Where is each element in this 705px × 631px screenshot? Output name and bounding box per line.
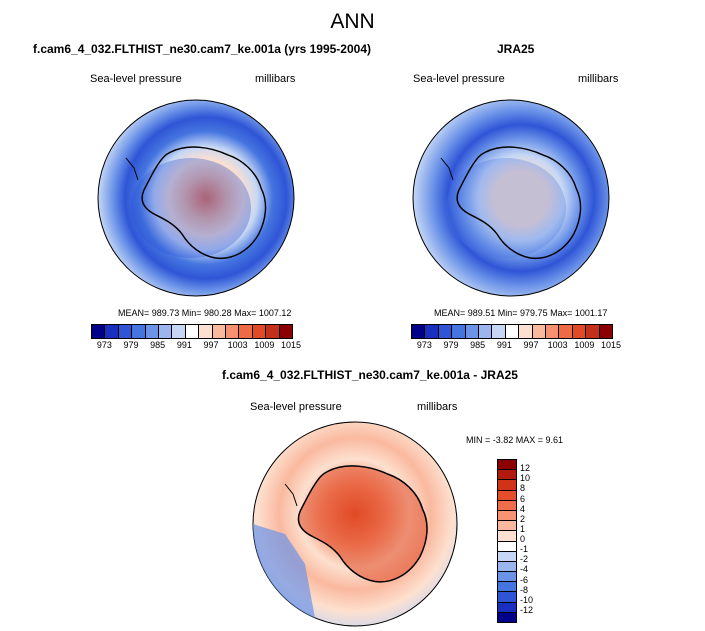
colorbar-tick-label: 979: [123, 340, 139, 350]
colorbar-tick-label: 997: [523, 340, 539, 350]
panel3-stats: MIN = -3.82 MAX = 9.61: [466, 435, 564, 445]
colorbar-swatch: [145, 325, 160, 338]
colorbar-swatch: [465, 325, 480, 338]
colorbar-tick-label: 985: [150, 340, 166, 350]
colorbar-swatch: [498, 510, 516, 522]
colorbar-tick-label: 1009: [574, 340, 595, 350]
panel2-colorbar: [411, 324, 613, 339]
colorbar-swatch: [132, 325, 146, 338]
panel3-colorbar: [497, 459, 517, 623]
colorbar-tick-label: 1003: [547, 340, 568, 350]
colorbar-swatch: [226, 325, 240, 338]
colorbar-swatch: [92, 325, 106, 338]
panel1-colorbar: [91, 324, 293, 339]
panel1-units: millibars: [255, 73, 296, 85]
colorbar-tick-label: 991: [496, 340, 512, 350]
colorbar-swatch: [572, 325, 587, 338]
colorbar-tick-label: 991: [176, 340, 192, 350]
colorbar-swatch: [252, 325, 267, 338]
colorbar-swatch: [479, 325, 493, 338]
colorbar-tick-label: 0: [520, 534, 526, 544]
colorbar-tick-label: 6: [520, 493, 526, 504]
colorbar-swatch: [498, 541, 516, 552]
colorbar-swatch: [172, 325, 186, 338]
colorbar-tick-label: 1: [520, 523, 526, 534]
colorbar-swatch: [185, 325, 200, 338]
colorbar-swatch: [266, 325, 280, 338]
colorbar-tick-label: -6: [520, 574, 529, 585]
colorbar-swatch: [452, 325, 466, 338]
colorbar-swatch: [586, 325, 600, 338]
colorbar-tick-label: 1003: [227, 340, 248, 350]
colorbar-swatch: [438, 325, 453, 338]
colorbar-tick-label: -1: [520, 544, 529, 555]
colorbar-swatch: [498, 521, 516, 532]
colorbar-tick-label: 985: [470, 340, 486, 350]
panel1-variable: Sea-level pressure: [90, 73, 182, 85]
colorbar-swatch: [105, 325, 119, 338]
colorbar-swatch: [492, 325, 506, 338]
colorbar-swatch: [599, 325, 613, 338]
colorbar-swatch: [559, 325, 573, 338]
colorbar-tick-label: 12: [520, 463, 531, 474]
colorbar-tick-label: 1015: [280, 340, 302, 350]
colorbar-swatch: [498, 480, 516, 491]
colorbar-tick-label: -2: [520, 554, 529, 565]
colorbar-swatch: [159, 325, 173, 338]
colorbar-swatch: [498, 490, 516, 501]
colorbar-swatch: [498, 470, 516, 481]
panel3-polar-map: [252, 421, 458, 627]
colorbar-swatch: [199, 325, 213, 338]
colorbar-swatch: [498, 551, 516, 562]
panel2-stats: MEAN= 989.51 Min= 979.75 Max= 1001.17: [434, 308, 608, 318]
colorbar-tick-label: 997: [203, 340, 219, 350]
panel3-variable: Sea-level pressure: [250, 401, 342, 413]
colorbar-swatch: [118, 325, 133, 338]
colorbar-tick-label: 973: [96, 340, 112, 350]
colorbar-tick-label: 979: [443, 340, 459, 350]
panel1-colorbar-labels: 973 979 985 991 997 1003 1009 1015: [91, 340, 301, 352]
panel3-units: millibars: [417, 401, 458, 413]
colorbar-tick-label: 2: [520, 513, 526, 524]
colorbar-tick-label: 10: [520, 473, 531, 484]
colorbar-swatch: [505, 325, 520, 338]
colorbar-swatch: [498, 612, 516, 622]
colorbar-tick-label: 4: [520, 503, 526, 514]
panel2-variable: Sea-level pressure: [413, 73, 505, 85]
colorbar-swatch: [519, 325, 533, 338]
colorbar-swatch: [412, 325, 426, 338]
colorbar-tick-label: 8: [520, 483, 526, 494]
panel2-units: millibars: [578, 73, 619, 85]
colorbar-swatch: [239, 325, 253, 338]
panel1-stats: MEAN= 989.73 Min= 980.28 Max= 1007.12: [118, 308, 292, 318]
panel1-polar-map: [97, 99, 295, 297]
colorbar-tick-label: 973: [416, 340, 432, 350]
panel3-title: f.cam6_4_032.FLTHIST_ne30.cam7_ke.001a -…: [222, 368, 518, 382]
panel2-title: JRA25: [497, 42, 535, 56]
colorbar-tick-label: 1009: [254, 340, 275, 350]
colorbar-swatch: [279, 325, 293, 338]
colorbar-swatch: [498, 602, 516, 613]
colorbar-swatch: [498, 500, 516, 511]
colorbar-tick-label: -4: [520, 564, 529, 575]
colorbar-tick-label: 1015: [600, 340, 622, 350]
colorbar-tick-label: -8: [520, 584, 529, 595]
figure-title: ANN: [330, 10, 375, 33]
colorbar-swatch: [498, 582, 516, 593]
colorbar-swatch: [498, 572, 516, 583]
panel2-polar-map: [412, 99, 610, 297]
colorbar-tick-label: -12: [520, 604, 534, 615]
colorbar-swatch: [532, 325, 547, 338]
colorbar-tick-label: -10: [520, 594, 534, 605]
colorbar-swatch: [546, 325, 560, 338]
colorbar-swatch: [212, 325, 227, 338]
panel2-colorbar-labels: 973 979 985 991 997 1003 1009 1015: [411, 340, 621, 352]
panel1-title: f.cam6_4_032.FLTHIST_ne30.cam7_ke.001a (…: [33, 42, 371, 56]
colorbar-swatch: [498, 561, 516, 573]
colorbar-swatch: [498, 592, 516, 603]
colorbar-swatch: [498, 531, 516, 542]
colorbar-swatch: [498, 460, 516, 471]
colorbar-swatch: [425, 325, 439, 338]
